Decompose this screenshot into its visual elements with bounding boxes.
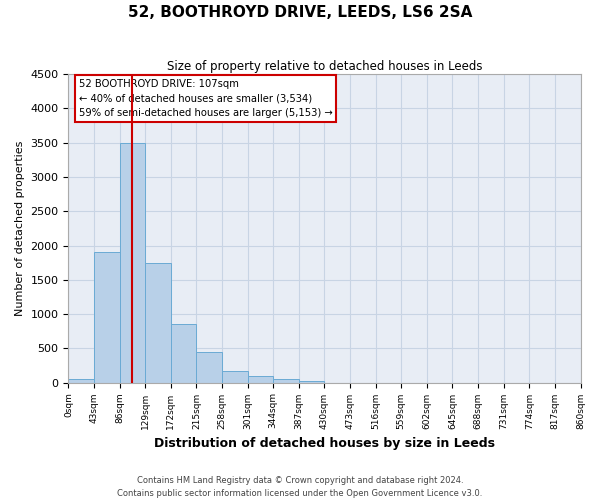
Bar (145, 262, 171, 382)
Bar (273, 379, 299, 382)
Bar (68, 379, 94, 382)
X-axis label: Distribution of detached houses by size in Leeds: Distribution of detached houses by size … (154, 437, 495, 450)
Text: 52 BOOTHROYD DRIVE: 107sqm
← 40% of detached houses are smaller (3,534)
59% of s: 52 BOOTHROYD DRIVE: 107sqm ← 40% of deta… (79, 79, 332, 118)
Title: Size of property relative to detached houses in Leeds: Size of property relative to detached ho… (167, 60, 482, 73)
Bar (248, 376, 273, 382)
Bar (222, 371, 248, 382)
Bar (196, 352, 222, 382)
Y-axis label: Number of detached properties: Number of detached properties (15, 140, 25, 316)
Bar (94, 252, 119, 382)
Bar (299, 380, 325, 382)
Text: 52, BOOTHROYD DRIVE, LEEDS, LS6 2SA: 52, BOOTHROYD DRIVE, LEEDS, LS6 2SA (128, 5, 472, 20)
Text: Contains HM Land Registry data © Crown copyright and database right 2024.
Contai: Contains HM Land Registry data © Crown c… (118, 476, 482, 498)
Bar (119, 142, 145, 382)
Bar (171, 324, 196, 382)
